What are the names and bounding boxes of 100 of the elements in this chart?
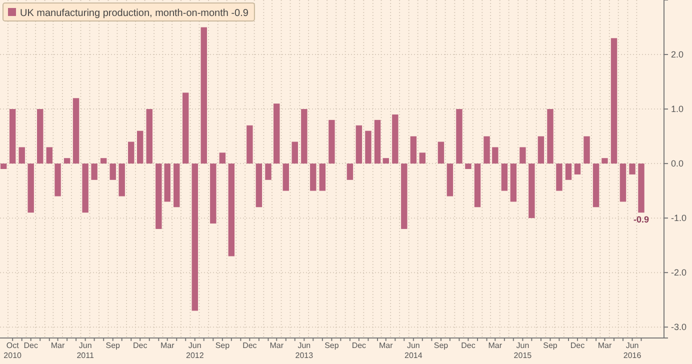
bar [246,125,253,164]
bar [146,109,152,164]
x-tick-label: Dec [132,341,148,350]
bar [510,164,517,202]
bar [46,147,52,164]
bar [374,120,381,164]
x-tick-label: Oct 2010 [4,341,22,360]
bar [100,158,107,164]
bar [292,142,298,164]
x-tick-label: Dec [461,341,476,350]
bar [484,136,490,164]
x-tick-label: Jun 2013 [295,341,314,360]
bar [547,109,554,164]
x-tick-label: Dec [242,341,257,350]
y-tick-label: -2.0 [671,267,687,278]
bar [446,164,454,196]
bar [392,114,398,164]
bar [410,136,417,164]
x-tick-label: Mar [160,341,175,350]
x-tick-label: Dec [570,341,585,350]
bar [501,164,508,191]
bar [365,130,372,164]
x-tick-label: Sep [215,341,230,350]
x-tick-label: Dec [24,341,38,350]
bar [638,164,644,213]
bar [346,164,354,180]
bar [602,158,608,164]
bar [137,130,144,164]
bar [474,164,481,208]
bar [182,92,189,164]
bar [310,164,316,191]
x-tick-label: Jun 2012 [186,341,204,360]
y-tick-label: -1.0 [671,212,687,223]
x-tick-label: Sep [106,341,121,350]
bar [465,164,472,169]
bar [118,164,125,196]
bar [610,38,618,164]
bar [192,164,198,311]
y-tick-label: 2.0 [671,49,684,60]
bar [54,164,61,196]
legend-label: UK manufacturing production, month-on-month -0.9 [20,8,249,19]
bar [64,158,70,164]
bar [438,142,444,164]
bar [319,164,326,191]
data-label: -0.9 [633,214,650,225]
bar [156,164,162,229]
x-tick-label: Sep [324,341,340,350]
bar [128,142,134,164]
bar [629,164,636,174]
bar [528,164,535,218]
y-tick-label: -3.0 [671,322,687,332]
bar [492,147,498,164]
bar [0,164,7,169]
bar [274,104,280,164]
bar [265,164,272,180]
x-tick-label: Mar [50,341,65,350]
bar [9,109,16,164]
x-tick-label: Mar [378,341,394,350]
bar [565,164,572,180]
bar [228,164,235,256]
bar [28,164,34,213]
bar [328,120,335,164]
bar [72,98,80,164]
bar [574,164,581,174]
bar [592,164,600,208]
bar [419,152,426,164]
bar [210,164,216,224]
bar [164,164,170,202]
y-tick-label: 0.0 [671,158,684,168]
x-tick-label: Dec [352,341,366,350]
x-tick-label: Sep [543,341,558,350]
bar [520,147,526,164]
bar [356,125,362,164]
bar [620,164,626,202]
bar [110,164,116,180]
bar [584,136,590,164]
bar [174,164,180,208]
bar [556,164,562,191]
x-tick-label: Sep [434,341,449,350]
x-tick-label: Mar [270,341,284,350]
x-tick-label: Jun 2011 [76,341,94,360]
bar [282,164,289,191]
y-tick-label: 1.0 [671,104,684,114]
bar [82,164,88,213]
bar [538,136,544,164]
bar [219,152,226,164]
bar [200,27,207,164]
bar [37,109,44,164]
x-tick-label: Jun 2016 [623,341,642,360]
x-tick-label: Mar [488,341,502,350]
x-tick-label: Mar [598,341,612,350]
bar [301,109,308,164]
x-tick-label: Jun 2014 [404,341,423,360]
x-tick-label: Jun 2015 [514,341,532,360]
bar [382,158,389,164]
bar [91,164,98,180]
bar [18,147,25,164]
bar [401,164,408,229]
bar [256,164,262,208]
bar [456,109,462,164]
